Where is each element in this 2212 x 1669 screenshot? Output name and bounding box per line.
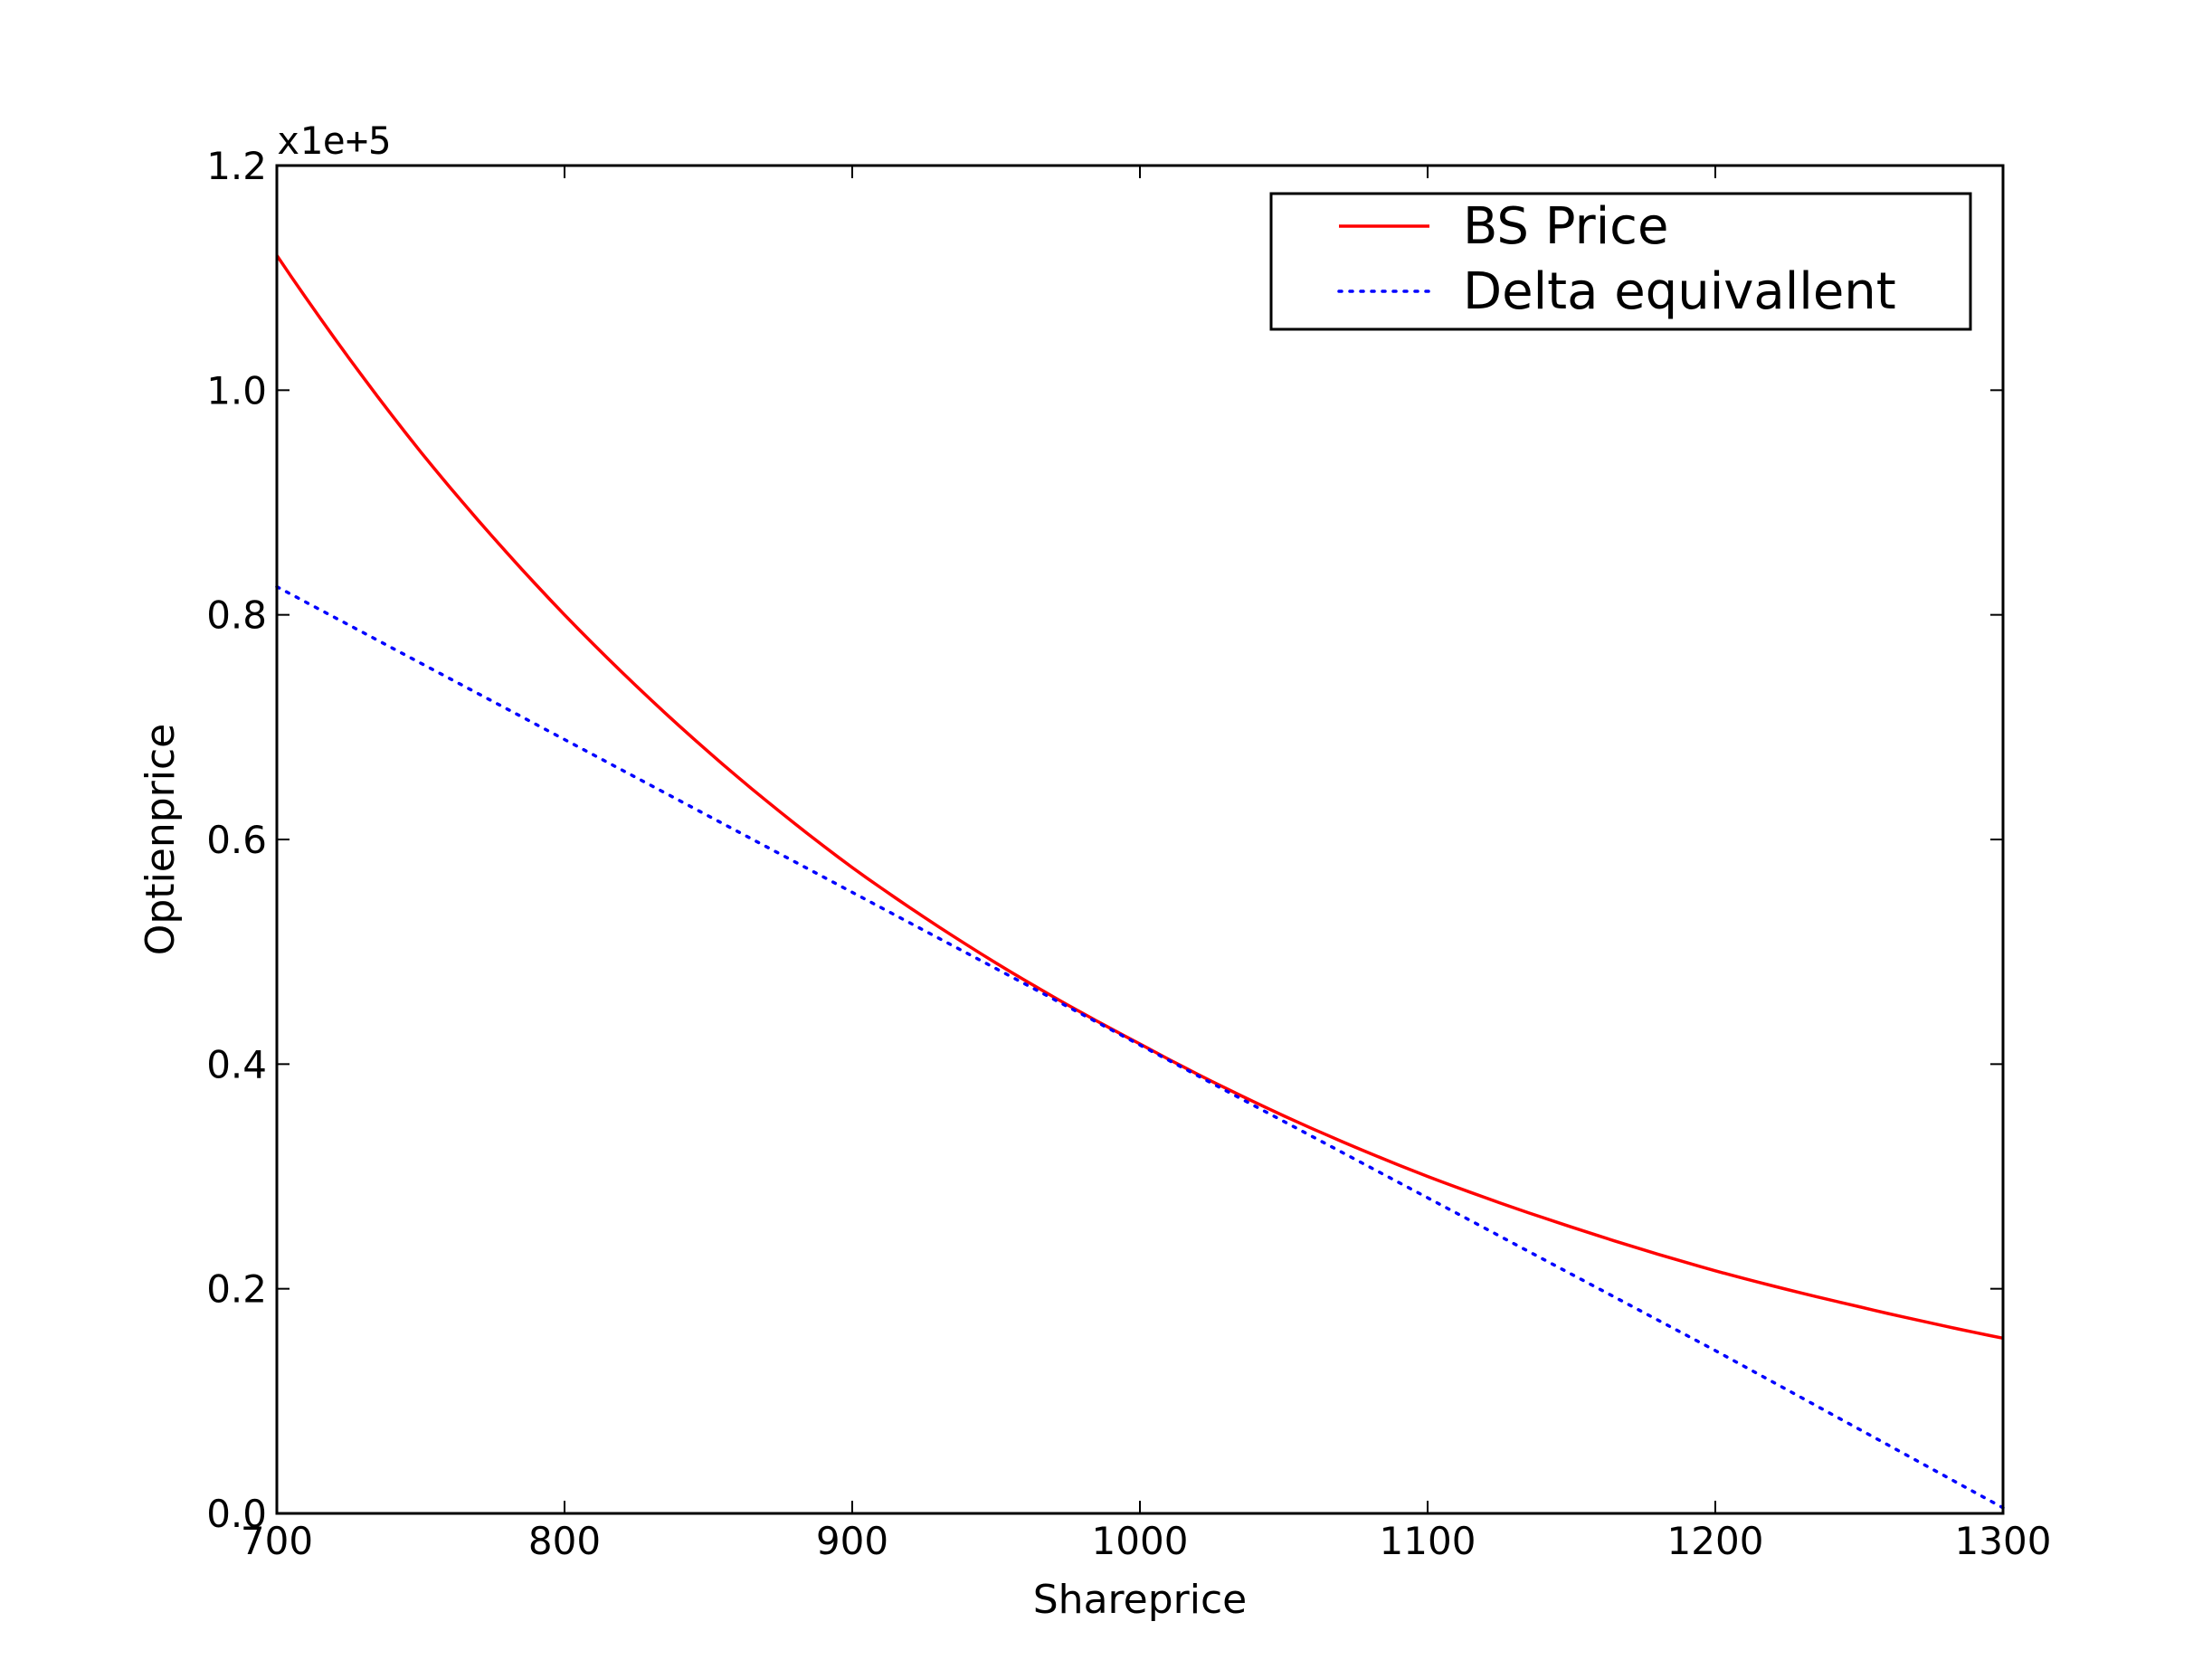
legend-label-delta-equivallent: Delta equivallent (1463, 262, 1896, 321)
legend-label-bs-price: BS Price (1463, 197, 1668, 256)
x-tick-label: 700 (241, 1519, 313, 1563)
y-offset-label: x1e+5 (277, 119, 391, 163)
tick-layer: 700 800 900 1000 1100 1200 1300 0.0 0.2 0.4 0.6 0.8… (206, 144, 2051, 1563)
y-tick-label: 0.0 (206, 1492, 267, 1536)
x-tick-label: 800 (528, 1519, 601, 1563)
x-tick-label: 1000 (1092, 1519, 1189, 1563)
legend-box (1269, 192, 1972, 331)
y-tick-label: 0.4 (206, 1042, 267, 1086)
x-tick-label: 1100 (1380, 1519, 1476, 1563)
legend: BS Price Delta equivallent (1269, 192, 1972, 331)
y-tick-label: 0.6 (206, 818, 267, 862)
x-tick-label: 900 (816, 1519, 888, 1563)
series-layer (275, 254, 2005, 1510)
y-tick-label: 1.2 (206, 144, 267, 188)
y-axis-title: Optienprice (138, 724, 184, 956)
series-line-delta-equivallent (275, 584, 2005, 1510)
x-tick-label: 1300 (1955, 1519, 2052, 1563)
x-tick-label: 1200 (1667, 1519, 1764, 1563)
y-tick-label: 0.2 (206, 1267, 267, 1312)
y-tick-label: 0.8 (206, 593, 267, 638)
y-tick-label: 1.0 (206, 368, 267, 413)
x-axis-title: Shareprice (1033, 1577, 1247, 1623)
